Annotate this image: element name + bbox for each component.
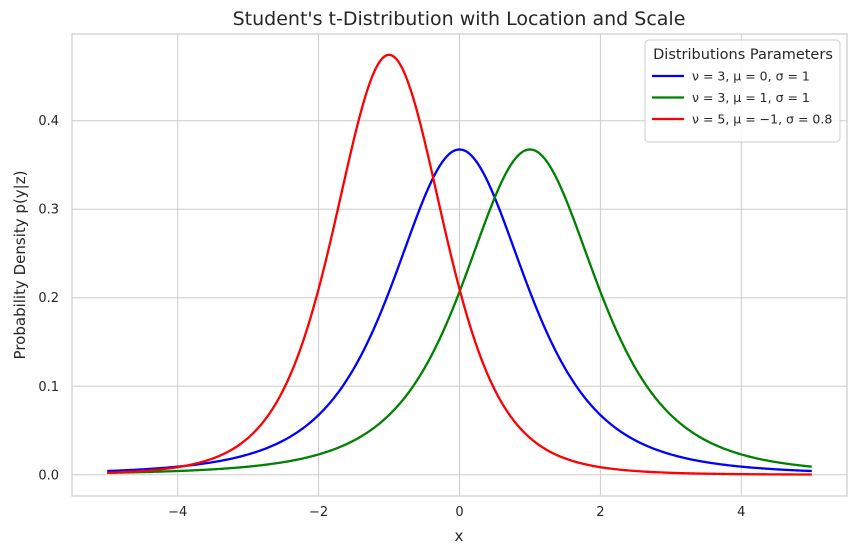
- y-tick-label: 0.2: [38, 291, 59, 306]
- legend-items: ν = 3, μ = 0, σ = 1 ν = 3, μ = 1, σ = 1 ν …: [652, 69, 832, 127]
- plot-frame: [71, 33, 848, 497]
- series-lines: [107, 53, 812, 476]
- x-axis-label: x: [455, 527, 464, 545]
- y-tick-label: 0.0: [38, 468, 59, 483]
- y-tick-label: 0.3: [38, 203, 59, 218]
- series-line-3: [107, 53, 812, 476]
- legend-label: ν = 3, μ = 1, σ = 1: [692, 90, 810, 105]
- y-tick-label: 0.1: [38, 380, 59, 395]
- y-tick-labels: 0.0 0.1 0.2 0.3 0.4: [38, 114, 59, 483]
- x-tick-label: 2: [596, 505, 604, 520]
- legend-box: [644, 39, 841, 143]
- x-tick-label: 0: [455, 505, 463, 520]
- x-tick-label: −4: [168, 505, 187, 520]
- chart-title: Student's t-Distribution with Location a…: [233, 8, 686, 30]
- y-tick-label: 0.4: [38, 114, 59, 129]
- legend: Distributions Parameters ν = 3, μ = 0, σ…: [644, 39, 841, 143]
- x-tick-label: 4: [737, 505, 745, 520]
- x-tick-labels: −4 −2 0 2 4: [168, 505, 745, 520]
- series-line-1: [107, 148, 812, 473]
- legend-label: ν = 5, μ = −1, σ = 0.8: [692, 112, 832, 127]
- legend-title: Distributions Parameters: [653, 47, 833, 63]
- x-tick-label: −2: [309, 505, 328, 520]
- legend-label: ν = 3, μ = 0, σ = 1: [692, 69, 810, 84]
- y-axis-label: Probability Density p(y|z): [11, 171, 29, 360]
